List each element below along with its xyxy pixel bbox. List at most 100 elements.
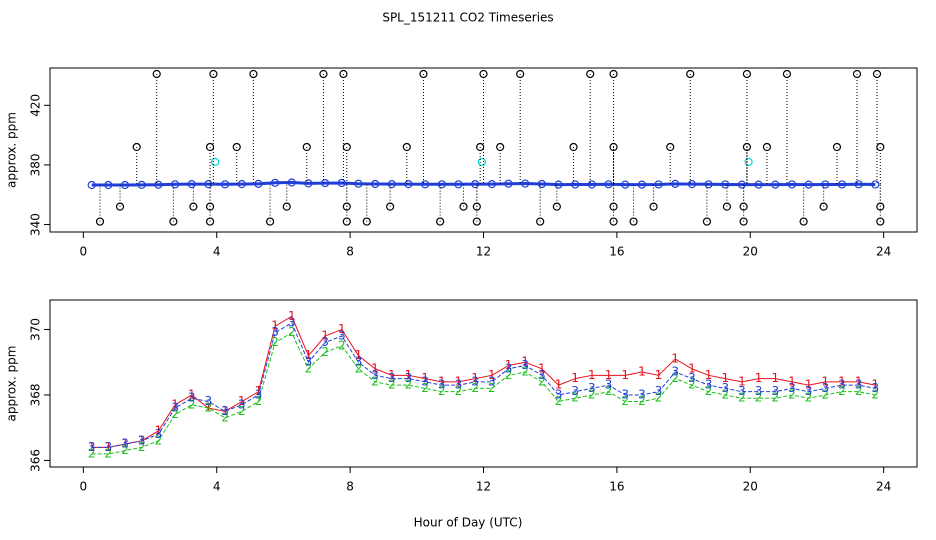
point-marker: 3 xyxy=(388,371,396,385)
point-marker: 2 xyxy=(838,384,846,398)
x-tick-label: 0 xyxy=(80,480,88,494)
point-marker: 1 xyxy=(105,440,113,454)
point-marker: 2 xyxy=(805,391,813,405)
y-tick-label: 370 xyxy=(29,318,43,341)
point-marker: 1 xyxy=(255,384,263,398)
point-marker: 1 xyxy=(305,348,313,362)
point xyxy=(629,217,638,226)
point-marker: 2 xyxy=(488,381,496,395)
point xyxy=(571,180,580,189)
point-marker: 1 xyxy=(271,319,279,333)
point-marker: 3 xyxy=(555,387,563,401)
point xyxy=(704,180,713,189)
point xyxy=(386,202,395,211)
point-marker: 1 xyxy=(671,351,679,365)
point-marker: 1 xyxy=(755,371,763,385)
point xyxy=(205,217,215,226)
point xyxy=(744,157,753,167)
point xyxy=(762,142,772,152)
point xyxy=(454,180,463,189)
point xyxy=(832,142,842,152)
point-marker: 1 xyxy=(488,368,496,382)
point-marker: 3 xyxy=(638,387,646,401)
point xyxy=(120,180,130,190)
point xyxy=(137,180,146,189)
point xyxy=(537,179,546,189)
point-marker: 1 xyxy=(405,368,413,382)
point xyxy=(437,180,446,189)
point-marker: 3 xyxy=(288,315,296,329)
x-tick-label: 24 xyxy=(876,245,891,259)
y-tick-label: 340 xyxy=(29,213,43,236)
point-marker: 1 xyxy=(655,368,663,382)
point xyxy=(189,202,198,211)
point-marker: 3 xyxy=(171,401,179,415)
point xyxy=(472,217,481,226)
point xyxy=(152,69,161,79)
point-marker: 2 xyxy=(571,391,579,405)
point-marker: 1 xyxy=(471,371,479,385)
point-marker: 1 xyxy=(571,371,579,385)
y-tick-label: 380 xyxy=(29,153,43,176)
point xyxy=(666,142,675,152)
point-marker: 3 xyxy=(188,391,196,405)
point-marker: 2 xyxy=(421,381,429,395)
point-marker: 2 xyxy=(88,446,96,460)
series-line xyxy=(91,315,876,448)
point-marker: 1 xyxy=(688,361,696,375)
point xyxy=(604,180,613,189)
x-tick-label: 12 xyxy=(476,245,491,259)
point xyxy=(205,142,215,152)
point xyxy=(471,180,480,189)
point-marker: 1 xyxy=(788,374,796,388)
point-marker: 3 xyxy=(571,384,579,398)
point xyxy=(722,202,732,211)
point xyxy=(737,180,747,189)
point-marker: 3 xyxy=(621,387,629,401)
point xyxy=(337,178,346,188)
point-marker: 1 xyxy=(555,378,563,392)
point-marker: 2 xyxy=(105,446,113,460)
point-marker: 3 xyxy=(421,374,429,388)
point xyxy=(304,179,313,188)
point-marker: 2 xyxy=(155,433,163,447)
point xyxy=(754,180,763,189)
point xyxy=(609,142,618,152)
point-marker: 2 xyxy=(138,440,146,454)
y-axis-label: approx. ppm xyxy=(5,346,19,422)
point-marker: 2 xyxy=(121,443,129,457)
point xyxy=(702,217,712,226)
point-marker: 1 xyxy=(621,368,629,382)
point-marker: 2 xyxy=(371,374,379,388)
point xyxy=(837,180,847,189)
point-marker: 1 xyxy=(321,329,329,343)
point xyxy=(210,157,220,167)
point-marker: 3 xyxy=(738,384,746,398)
point-marker: 2 xyxy=(288,325,296,339)
point-marker: 1 xyxy=(288,309,296,323)
point xyxy=(421,180,430,189)
x-axis-label: Hour of Day (UTC) xyxy=(414,516,523,530)
point-marker: 3 xyxy=(355,355,363,369)
point xyxy=(739,217,748,226)
point-marker: 1 xyxy=(388,368,396,382)
point-marker: 3 xyxy=(121,437,129,451)
point-marker: 1 xyxy=(821,374,829,388)
point xyxy=(319,69,328,79)
point-marker: 2 xyxy=(521,365,529,379)
point-marker: 1 xyxy=(738,374,746,388)
point-marker: 2 xyxy=(788,387,796,401)
point-marker: 2 xyxy=(305,361,313,375)
point-marker: 2 xyxy=(855,384,863,398)
point-marker: 3 xyxy=(455,378,463,392)
point xyxy=(387,180,396,189)
point xyxy=(516,69,525,79)
point xyxy=(654,180,663,189)
point xyxy=(686,69,695,79)
point xyxy=(187,180,196,189)
point xyxy=(721,180,730,189)
point-marker: 3 xyxy=(471,374,479,388)
point-marker: 2 xyxy=(221,410,229,424)
point-marker: 2 xyxy=(771,391,779,405)
